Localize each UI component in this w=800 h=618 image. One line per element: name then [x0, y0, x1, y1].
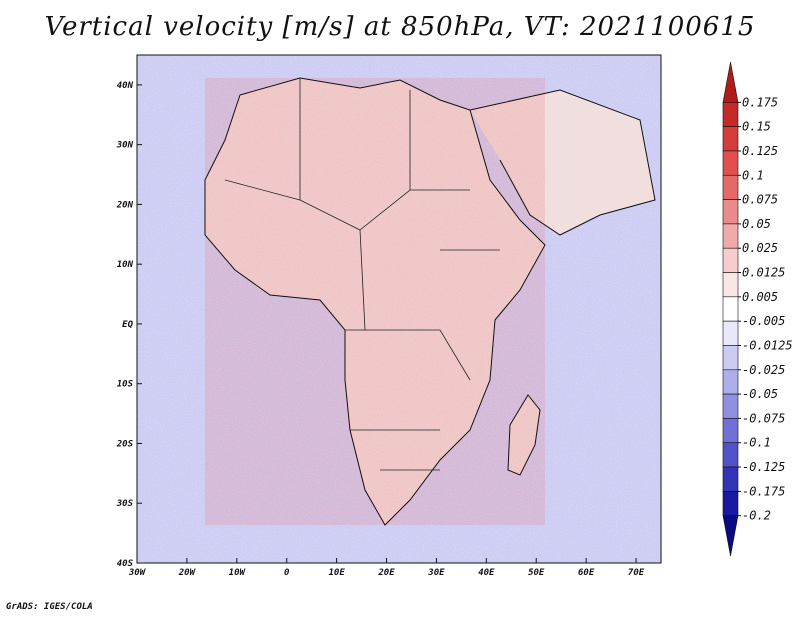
colorbar-label: 0.1 — [742, 168, 764, 182]
colorbar-swatch — [722, 272, 739, 298]
colorbar-label: 0.0125 — [742, 266, 785, 280]
colorbar-label: 0.125 — [742, 144, 778, 158]
x-tick-label: 10W — [229, 568, 247, 578]
colorbar-label: -0.075 — [742, 411, 785, 425]
y-tick-label: EQ — [122, 320, 133, 330]
x-tick-label: 40E — [478, 568, 495, 578]
y-tick-label: 20S — [116, 439, 134, 449]
x-tick-label: 60E — [578, 568, 595, 578]
colorbar-label: 0.075 — [742, 193, 778, 207]
africa-coastline — [204, 77, 546, 526]
plot-area — [137, 55, 661, 563]
colorbar-label: -0.2 — [742, 509, 771, 523]
colorbar: 0.175 0.15 0.125 0.1 0.075 0.05 0.025 0.0125 0.0… — [722, 61, 793, 557]
x-tick-label: 30E — [427, 568, 445, 578]
grads-credit: GrADS: IGES/COLA — [6, 602, 93, 612]
colorbar-swatch — [722, 466, 739, 492]
colorbar-swatch — [722, 418, 739, 444]
y-tick-label: 10N — [117, 260, 134, 270]
y-axis: 40N 30N 20N 10N EQ 10S 20S 30S 40S — [116, 81, 142, 569]
y-tick-label: 20N — [116, 200, 134, 210]
colorbar-swatch — [722, 345, 739, 371]
colorbar-label: -0.025 — [742, 363, 785, 377]
colorbar-label: 0.15 — [742, 120, 771, 134]
colorbar-swatch — [722, 296, 739, 322]
colorbar-swatch — [722, 320, 739, 346]
colorbar-swatch — [722, 61, 739, 103]
y-tick-label: 40S — [117, 559, 134, 569]
madagascar-coastline — [507, 394, 541, 476]
x-tick-label: 10E — [328, 568, 345, 578]
x-tick-label: 50E — [528, 568, 545, 578]
x-tick-label: 20E — [377, 568, 395, 578]
colorbar-swatch — [722, 174, 739, 200]
colorbar-swatch — [722, 199, 739, 225]
x-tick-label: 30W — [128, 568, 147, 578]
y-tick-label: 30N — [116, 141, 134, 151]
colorbar-label: -0.05 — [742, 387, 778, 401]
x-axis: 30W 20W 10W 0 10E 20E 30E 40E 50E 60E 70E — [128, 558, 645, 578]
colorbar-swatch — [722, 393, 739, 419]
y-tick-label: 30S — [116, 499, 134, 509]
colorbar-label: -0.005 — [742, 314, 785, 328]
x-tick-label: 70E — [628, 568, 645, 578]
colorbar-label: -0.175 — [742, 484, 785, 498]
arabia-land — [470, 90, 655, 235]
x-tick-label: 0 — [284, 568, 290, 578]
colorbar-label: 0.025 — [742, 241, 778, 255]
x-tick-label: 20W — [178, 568, 197, 578]
colorbar-swatch — [722, 247, 739, 273]
colorbar-swatch — [722, 126, 739, 152]
y-tick-label: 10S — [117, 380, 134, 390]
arabia-coastline — [469, 89, 656, 236]
country-borders — [224, 78, 500, 471]
colorbar-label: -0.0125 — [742, 338, 793, 352]
colorbar-label: -0.125 — [742, 460, 785, 474]
colorbar-label: 0.175 — [742, 95, 778, 109]
colorbar-swatch — [722, 491, 739, 516]
colorbar-swatch — [722, 515, 739, 557]
colorbar-label: 0.005 — [742, 290, 778, 304]
colorbar-swatch — [722, 442, 739, 468]
colorbar-swatch — [722, 150, 739, 176]
chart-title: Vertical velocity [m/s] at 850hPa, VT: 2… — [44, 12, 756, 42]
colorbar-label: -0.1 — [742, 436, 771, 450]
colorbar-label: 0.05 — [742, 217, 771, 231]
colorbar-swatch — [722, 223, 739, 249]
colorbar-swatch — [722, 102, 739, 127]
colorbar-swatch — [722, 369, 739, 395]
plot-frame — [136, 54, 662, 564]
y-tick-label: 40N — [117, 81, 134, 91]
